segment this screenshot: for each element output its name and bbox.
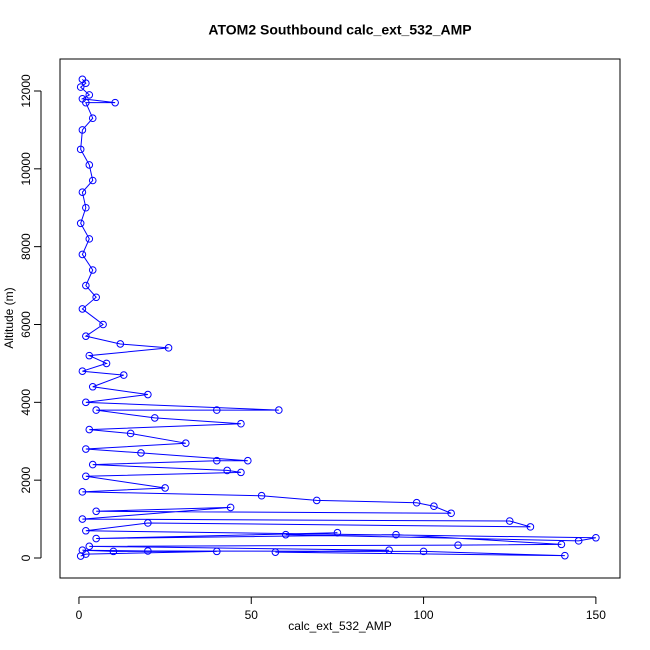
data-point — [92, 406, 100, 414]
y-tick-label: 12000 — [19, 74, 33, 108]
data-point — [82, 472, 90, 481]
data-point — [82, 445, 90, 453]
data-point — [88, 266, 97, 274]
x-tick-label: 150 — [586, 608, 606, 622]
data-point — [78, 188, 87, 196]
y-tick-label: 6000 — [19, 311, 33, 338]
data-point — [82, 550, 90, 558]
data-point — [78, 126, 87, 134]
data-point — [102, 359, 111, 368]
data-point — [144, 390, 152, 399]
data-point — [144, 547, 152, 555]
data-point — [275, 406, 283, 414]
y-tick-label: 10000 — [19, 152, 33, 186]
data-point — [137, 449, 145, 457]
data-point — [82, 398, 90, 407]
data-point — [161, 484, 169, 492]
data-point — [447, 509, 455, 518]
data-point — [88, 382, 97, 391]
data-point — [557, 540, 566, 549]
data-point — [412, 498, 421, 507]
data-point — [392, 530, 400, 539]
data-point — [257, 491, 266, 500]
data-point — [144, 519, 152, 527]
chart-title: ATOM2 Southbound calc_ext_532_AMP — [208, 22, 471, 38]
data-point — [281, 530, 290, 539]
y-tick-label: 8000 — [19, 233, 33, 260]
data-point — [82, 281, 90, 290]
data-point — [223, 466, 231, 475]
data-point — [99, 320, 107, 329]
data-point — [82, 203, 90, 212]
data-point — [78, 305, 87, 313]
data-point — [92, 293, 100, 302]
data-point — [92, 534, 100, 543]
data-point — [181, 439, 190, 447]
data-point — [85, 161, 94, 169]
data-point — [82, 79, 90, 88]
data-point — [78, 250, 87, 259]
data-point — [561, 551, 569, 560]
data-point — [119, 371, 128, 379]
data-point — [76, 145, 85, 154]
data-point — [82, 98, 90, 107]
data-point — [312, 496, 321, 505]
data-point — [76, 219, 85, 228]
data-point — [213, 456, 221, 465]
y-tick-label: 0 — [19, 554, 33, 561]
data-point — [592, 533, 600, 542]
data-point — [85, 425, 94, 434]
data-point — [419, 547, 428, 556]
data-point — [85, 542, 94, 551]
data-point — [82, 332, 90, 340]
data-point — [88, 114, 97, 123]
data-point — [116, 340, 125, 348]
data-point — [85, 235, 94, 243]
data-point — [88, 460, 97, 469]
data-point — [244, 456, 252, 465]
data-point — [150, 414, 159, 422]
x-tick-label: 100 — [414, 608, 434, 622]
y-tick-label: 2000 — [19, 466, 33, 493]
data-point — [574, 537, 583, 545]
data-point — [526, 523, 535, 531]
data-point — [82, 526, 90, 535]
y-axis-label: Altitude (m) — [2, 287, 16, 348]
data-point — [237, 419, 245, 428]
data-point — [78, 488, 87, 496]
x-tick-label: 50 — [245, 608, 259, 622]
data-point — [92, 507, 100, 516]
x-tick-label: 0 — [76, 608, 83, 622]
data-point — [164, 344, 173, 352]
data-point — [76, 552, 85, 560]
x-axis-label: calc_ext_532_AMP — [288, 619, 391, 633]
data-point — [76, 83, 85, 91]
data-point — [88, 176, 97, 185]
data-point — [226, 503, 235, 512]
data-point — [385, 546, 393, 555]
data-point — [109, 547, 118, 556]
data-point — [237, 468, 245, 477]
data-point — [85, 351, 94, 360]
y-tick-label: 4000 — [19, 389, 33, 416]
data-point — [111, 98, 119, 107]
data-point — [454, 541, 462, 549]
data-point — [430, 502, 438, 511]
data-line — [79, 78, 596, 557]
data-point — [85, 91, 94, 99]
data-point — [78, 367, 87, 375]
data-point — [333, 528, 342, 537]
data-point — [213, 406, 221, 414]
data-point — [78, 515, 87, 523]
data-point — [505, 517, 514, 525]
data-point — [213, 547, 221, 556]
data-point — [126, 429, 135, 438]
plot-frame — [59, 58, 621, 579]
data-point — [271, 548, 280, 556]
